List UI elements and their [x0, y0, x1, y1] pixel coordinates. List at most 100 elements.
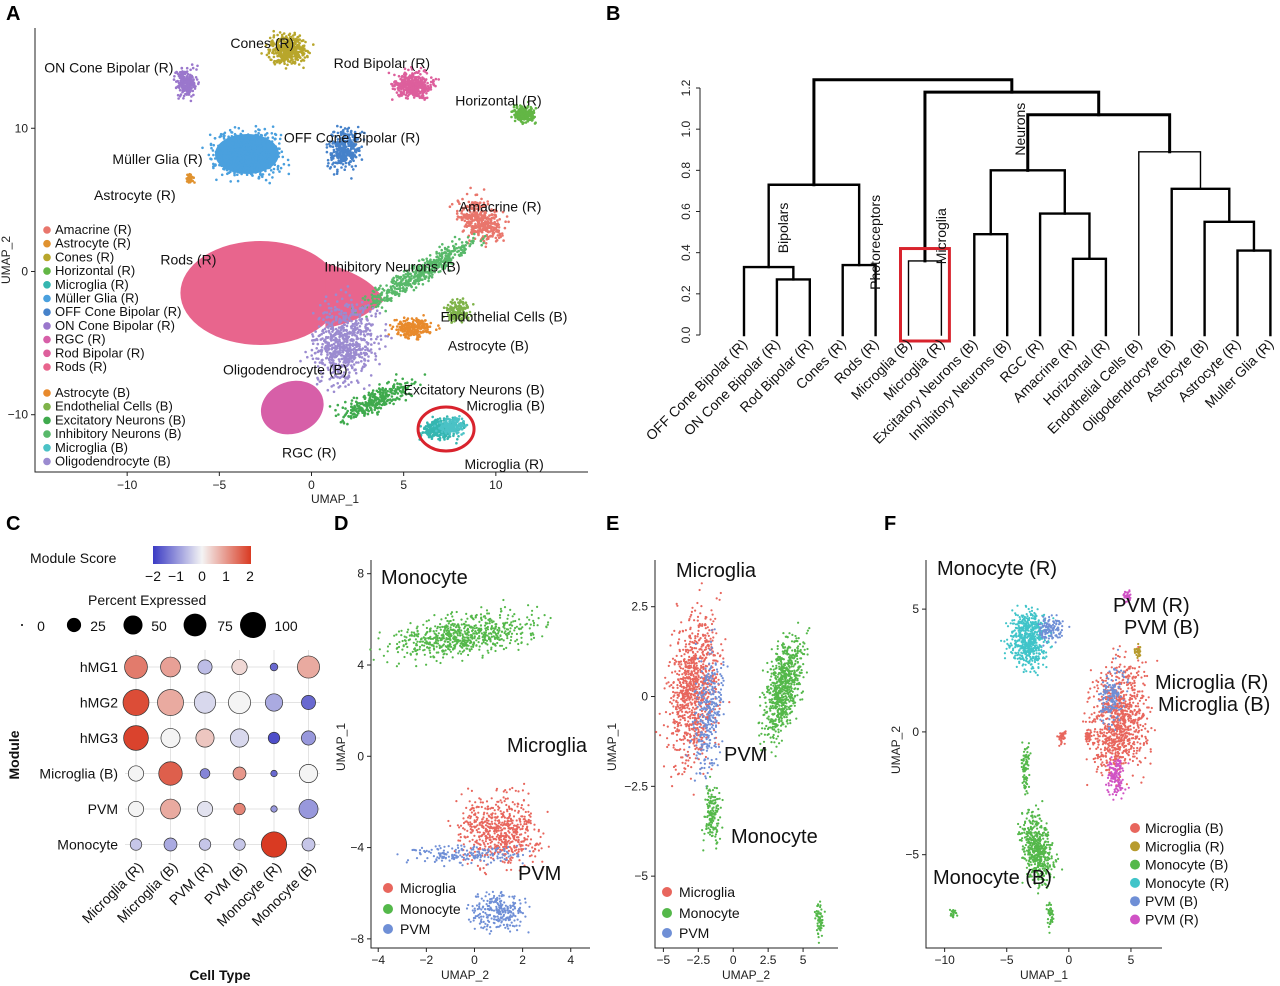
scatter-point — [341, 406, 345, 410]
scatter-point — [408, 75, 411, 78]
scatter-point — [328, 312, 332, 316]
scatter-point — [424, 96, 428, 100]
scatter-point — [185, 66, 189, 70]
scatter-point — [284, 67, 288, 70]
scatter-point — [298, 34, 302, 37]
scatter-point — [267, 159, 271, 162]
scatter-point — [416, 80, 419, 83]
scatter-point — [385, 284, 388, 287]
scatter-point — [342, 341, 345, 345]
scatter-point — [363, 359, 367, 362]
scatter-point — [254, 130, 257, 133]
scatter-point — [446, 249, 449, 253]
scatter-point — [458, 254, 462, 258]
scatter-point — [272, 171, 275, 174]
scatter-point — [528, 109, 532, 112]
scatter-point — [384, 323, 388, 326]
scatter-point — [362, 387, 366, 391]
scatter-point — [368, 310, 372, 313]
scatter-point — [386, 394, 390, 398]
scatter-point — [425, 92, 428, 95]
scatter-point — [229, 153, 232, 157]
scatter-point — [230, 135, 234, 138]
scatter-point — [351, 365, 354, 369]
scatter-point — [196, 64, 199, 68]
scatter-point — [447, 245, 450, 249]
scatter-point — [376, 397, 380, 400]
scatter-point — [413, 275, 416, 278]
scatter-point — [405, 87, 409, 91]
scatter-point — [417, 85, 421, 88]
scatter-point — [352, 396, 356, 400]
scatter-point — [435, 328, 438, 332]
scatter-point — [373, 352, 377, 355]
scatter-point — [403, 276, 406, 279]
scatter-point — [346, 422, 349, 426]
scatter-point — [182, 73, 185, 76]
scatter-point — [413, 323, 417, 326]
scatter-point — [465, 192, 469, 196]
scatter-point — [358, 328, 362, 332]
scatter-point — [341, 357, 344, 361]
scatter-point — [419, 320, 422, 324]
scatter-point — [410, 90, 413, 93]
cluster-cones-r — [260, 29, 315, 70]
scatter-point — [399, 383, 403, 386]
scatter-point — [387, 71, 391, 75]
scatter-point — [358, 315, 362, 319]
scatter-point — [409, 284, 413, 288]
scatter-point — [250, 173, 254, 176]
scatter-point — [256, 150, 259, 153]
scatter-point — [227, 171, 230, 175]
scatter-point — [354, 155, 358, 159]
scatter-point — [227, 137, 230, 140]
scatter-point — [486, 225, 490, 229]
scatter-point — [303, 56, 307, 59]
scatter-point — [405, 281, 409, 284]
scatter-point — [336, 403, 340, 407]
scatter-point — [428, 274, 431, 278]
scatter-point — [343, 414, 347, 417]
scatter-point — [422, 274, 426, 278]
scatter-point — [326, 164, 330, 168]
scatter-point — [418, 76, 421, 80]
scatter-point — [455, 441, 458, 445]
scatter-point — [192, 93, 195, 97]
scatter-point — [457, 249, 461, 253]
scatter-point — [229, 180, 232, 183]
scatter-point — [334, 341, 338, 344]
panel-a-xtick: 5 — [400, 478, 407, 492]
scatter-point — [247, 162, 250, 165]
scatter-point — [401, 330, 405, 333]
scatter-point — [333, 165, 337, 168]
scatter-point — [239, 151, 243, 155]
scatter-point — [344, 315, 347, 319]
scatter-point — [325, 316, 329, 319]
scatter-point — [451, 298, 454, 302]
scatter-point — [336, 382, 340, 385]
scatter-point — [355, 334, 358, 338]
scatter-point — [209, 143, 213, 147]
scatter-point — [173, 75, 176, 78]
scatter-point — [454, 242, 458, 246]
scatter-point — [450, 301, 454, 304]
scatter-point — [453, 253, 457, 256]
scatter-point — [359, 402, 362, 406]
scatter-point — [253, 163, 256, 166]
scatter-point — [434, 77, 438, 81]
scatter-point — [245, 157, 248, 160]
scatter-point — [415, 71, 418, 74]
scatter-point — [390, 288, 394, 291]
scatter-point — [369, 403, 373, 406]
scatter-point — [249, 152, 253, 155]
scatter-point — [342, 421, 346, 425]
scatter-point — [331, 334, 334, 338]
scatter-point — [238, 171, 241, 174]
scatter-point — [395, 291, 399, 294]
scatter-point — [338, 159, 342, 162]
scatter-point — [395, 91, 399, 94]
scatter-point — [231, 148, 234, 152]
scatter-point — [435, 250, 438, 254]
scatter-point — [380, 403, 384, 407]
